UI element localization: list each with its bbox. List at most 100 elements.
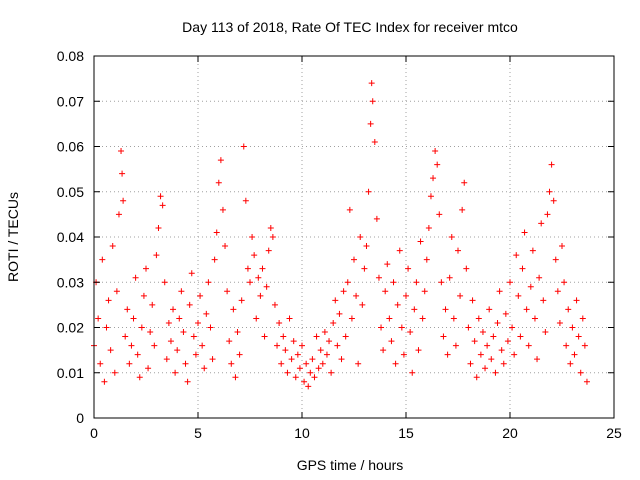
data-point-0-207 [517,333,524,340]
data-point-0-169 [438,279,445,286]
data-point-0-192 [486,306,493,313]
data-point-0-216 [536,274,543,281]
data-point-0-121 [340,288,347,295]
data-point-0-104 [305,383,312,390]
data-point-0-160 [419,315,426,322]
data-point-0-75 [244,265,251,272]
data-point-0-138 [373,215,380,222]
data-point-0-139 [375,274,382,281]
axis-ticks: 0 5 10 15 20 25 0 0.01 0.02 0.03 0.04 0.05 0.06 0.07 0… [57,48,622,441]
data-point-0-230 [565,306,572,313]
data-point-0-105 [307,369,314,376]
data-point-0-54 [201,365,208,372]
data-point-0-24 [138,324,145,331]
data-point-0-131 [361,265,368,272]
data-point-0-35 [161,279,168,286]
data-point-0-187 [475,315,482,322]
data-point-0-110 [317,347,324,354]
data-point-0-201 [504,338,511,345]
data-point-0-195 [492,369,499,376]
data-point-0-30 [151,342,158,349]
data-point-0-220 [544,211,551,218]
data-point-0-20 [130,315,137,322]
data-point-0-89 [274,342,281,349]
x-tick-label-5: 25 [606,425,622,441]
data-point-0-130 [359,301,366,308]
data-point-0-122 [342,333,349,340]
data-point-0-183 [467,360,474,367]
data-point-0-191 [484,342,491,349]
data-point-0-40 [172,369,179,376]
data-point-0-153 [405,265,412,272]
data-point-0-77 [249,234,256,240]
data-point-0-60 [213,229,220,236]
data-point-0-10 [111,369,118,376]
x-axis-label: GPS time / hours [297,457,404,473]
data-point-0-94 [284,369,291,376]
data-point-0-227 [559,243,565,250]
data-point-0-159 [417,238,424,245]
data-point-0-31 [153,252,160,259]
data-point-0-136 [369,98,376,105]
data-point-0-108 [313,333,320,340]
data-point-0-111 [319,360,326,367]
data-point-0-125 [348,315,355,322]
data-point-0-2 [95,315,102,322]
x-tick-label-4: 20 [502,425,518,441]
data-point-0-172 [444,351,451,358]
data-point-0-135 [368,80,375,87]
data-point-0-226 [556,319,563,326]
data-point-0-79 [253,315,260,322]
data-point-0-93 [282,347,289,354]
data-point-0-52 [197,292,204,299]
chart-title: Day 113 of 2018, Rate Of TEC Index for r… [182,19,518,35]
data-point-0-72 [238,297,245,304]
data-point-0-113 [323,351,330,358]
data-point-0-45 [182,360,189,367]
data-point-0-180 [461,179,468,186]
y-tick-label-3: 0.03 [57,274,84,290]
grid [94,56,614,418]
data-point-0-120 [338,356,345,363]
data-point-0-26 [143,265,149,272]
data-point-0-62 [217,157,224,164]
data-point-0-37 [165,319,172,326]
data-point-0-234 [573,297,580,304]
data-point-0-23 [136,374,143,381]
data-point-0-142 [382,288,389,295]
data-point-0-155 [409,369,416,376]
data-point-0-161 [421,288,428,295]
data-point-0-218 [540,297,547,304]
data-point-0-86 [267,224,274,231]
x-tick-label-3: 15 [398,425,414,441]
data-point-0-25 [140,292,147,299]
y-tick-label-5: 0.05 [57,184,84,200]
data-point-0-215 [534,356,541,363]
data-point-0-197 [496,288,503,295]
data-point-0-91 [278,360,285,367]
data-point-0-16 [122,333,129,340]
data-point-0-33 [157,193,164,200]
data-point-0-238 [581,342,588,349]
data-point-0-87 [269,234,276,240]
data-point-0-29 [149,301,156,308]
data-point-0-6 [103,324,110,331]
data-point-0-59 [211,256,218,263]
data-point-0-80 [255,274,262,281]
data-point-0-208 [519,265,526,272]
y-tick-label-4: 0.04 [57,229,84,245]
data-point-0-231 [567,360,574,367]
data-point-0-148 [394,301,401,308]
data-point-0-48 [188,270,195,277]
y-tick-label-6: 0.06 [57,139,84,155]
data-point-0-134 [367,120,374,127]
data-point-0-143 [384,261,391,268]
data-point-0-170 [440,333,447,340]
data-point-0-84 [263,283,270,290]
y-tick-label-1: 0.01 [57,365,84,381]
data-point-0-118 [334,342,341,349]
data-point-0-149 [396,247,403,254]
data-point-0-32 [155,224,162,231]
data-point-0-69 [232,374,239,381]
data-point-0-156 [411,306,418,313]
